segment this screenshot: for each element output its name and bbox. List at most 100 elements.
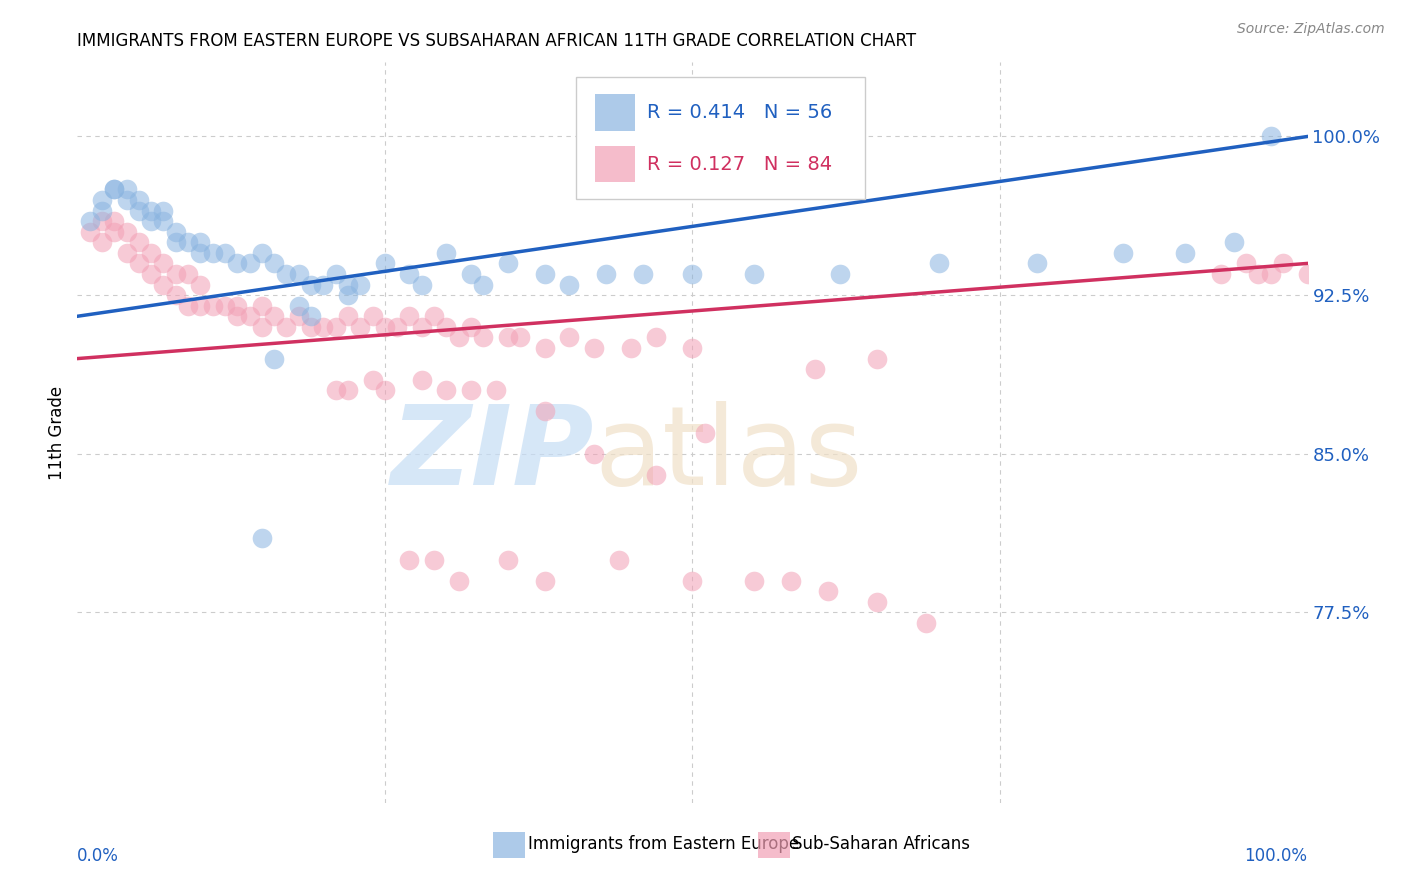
FancyBboxPatch shape [758,832,790,857]
Point [742,267,765,281]
Point [1296,267,1319,281]
Point [804,362,827,376]
Point [152,256,174,270]
Point [128,256,150,270]
Point [152,203,174,218]
Point [214,245,236,260]
Point [915,615,938,630]
Point [201,299,224,313]
Point [226,299,249,313]
Point [177,299,200,313]
Point [1260,129,1282,144]
Text: 100.0%: 100.0% [1244,847,1308,865]
Point [141,203,163,218]
Point [141,214,163,228]
Point [90,235,114,250]
Point [447,330,470,344]
Point [607,552,630,566]
Text: 0.0%: 0.0% [77,847,120,865]
Point [250,299,273,313]
Point [1174,245,1197,260]
Point [436,319,458,334]
Point [128,235,150,250]
Point [374,256,396,270]
Point [534,341,557,355]
Point [534,574,557,588]
Point [103,182,125,196]
FancyBboxPatch shape [595,146,634,182]
Point [1247,267,1270,281]
Point [693,425,716,440]
Point [276,319,298,334]
Point [460,319,482,334]
Point [866,351,889,366]
Text: Source: ZipAtlas.com: Source: ZipAtlas.com [1237,22,1385,37]
Point [496,330,519,344]
Point [128,193,150,207]
Point [250,319,273,334]
Point [226,256,249,270]
Point [496,552,519,566]
Point [90,193,114,207]
Point [620,341,643,355]
Point [288,267,311,281]
Point [337,310,360,324]
Point [349,319,371,334]
Text: atlas: atlas [595,401,862,508]
Point [299,319,322,334]
Point [583,341,606,355]
Point [349,277,371,292]
Point [534,267,557,281]
Point [239,310,262,324]
Text: Sub-Saharan Africans: Sub-Saharan Africans [792,835,970,853]
Point [263,256,285,270]
Text: ZIP: ZIP [391,401,595,508]
Point [411,373,433,387]
Text: R = 0.127   N = 84: R = 0.127 N = 84 [647,154,832,174]
Point [509,330,531,344]
Point [436,245,458,260]
Point [325,384,347,398]
Point [633,267,655,281]
Point [817,584,839,599]
Point [337,288,360,302]
FancyBboxPatch shape [575,78,865,200]
Point [188,277,212,292]
Point [90,214,114,228]
Point [1112,245,1135,260]
Point [79,214,101,228]
Point [595,267,617,281]
Point [558,277,581,292]
Point [866,595,889,609]
Text: IMMIGRANTS FROM EASTERN EUROPE VS SUBSAHARAN AFRICAN 11TH GRADE CORRELATION CHAR: IMMIGRANTS FROM EASTERN EUROPE VS SUBSAH… [77,32,917,50]
Point [398,267,420,281]
Point [496,256,519,270]
Point [534,404,557,418]
Point [385,319,409,334]
Point [250,532,273,546]
Point [312,277,335,292]
Point [79,225,101,239]
FancyBboxPatch shape [494,832,526,857]
Point [423,310,446,324]
Point [152,277,174,292]
Point [115,182,138,196]
Point [361,373,384,387]
Point [1234,256,1257,270]
Point [928,256,950,270]
Point [299,310,322,324]
Point [644,467,666,482]
Point [447,574,470,588]
Point [226,310,249,324]
Point [214,299,236,313]
Point [312,319,335,334]
Point [682,574,704,588]
Point [398,552,420,566]
Point [90,203,114,218]
Point [682,267,704,281]
Point [1211,267,1233,281]
Point [188,235,212,250]
Text: Immigrants from Eastern Europe: Immigrants from Eastern Europe [527,835,799,853]
FancyBboxPatch shape [595,95,634,130]
Point [276,267,298,281]
